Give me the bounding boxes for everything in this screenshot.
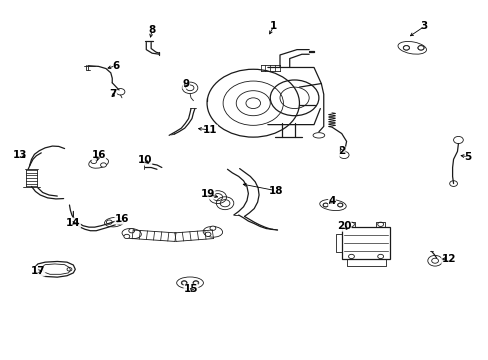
Ellipse shape <box>176 277 203 289</box>
Ellipse shape <box>89 157 108 168</box>
Text: 13: 13 <box>13 150 27 160</box>
Text: 9: 9 <box>182 78 189 89</box>
Circle shape <box>204 232 210 237</box>
Circle shape <box>106 220 112 224</box>
Ellipse shape <box>319 199 346 211</box>
Ellipse shape <box>203 226 222 237</box>
Ellipse shape <box>122 229 141 239</box>
Text: 20: 20 <box>336 221 351 231</box>
Circle shape <box>116 220 122 224</box>
Text: 4: 4 <box>327 197 335 206</box>
Circle shape <box>417 46 423 50</box>
Ellipse shape <box>397 41 426 54</box>
Text: 16: 16 <box>115 214 129 224</box>
Circle shape <box>403 46 408 50</box>
Circle shape <box>209 226 215 230</box>
Ellipse shape <box>104 217 123 227</box>
Ellipse shape <box>337 203 342 207</box>
Ellipse shape <box>323 203 328 207</box>
Ellipse shape <box>193 281 199 285</box>
Text: 2: 2 <box>337 147 345 157</box>
Circle shape <box>101 163 106 167</box>
Text: 19: 19 <box>201 189 215 199</box>
Circle shape <box>123 234 129 239</box>
Circle shape <box>91 159 97 163</box>
Text: 12: 12 <box>441 253 455 264</box>
Text: 18: 18 <box>268 186 283 196</box>
Circle shape <box>323 203 327 207</box>
Text: 1: 1 <box>269 21 277 31</box>
Text: 5: 5 <box>464 152 471 162</box>
Text: 7: 7 <box>109 89 117 99</box>
Text: 14: 14 <box>66 218 81 228</box>
Circle shape <box>193 281 198 285</box>
Text: 15: 15 <box>183 284 198 294</box>
Circle shape <box>337 203 342 207</box>
Text: 16: 16 <box>91 150 106 160</box>
Text: 11: 11 <box>203 125 217 135</box>
Ellipse shape <box>403 45 409 50</box>
Ellipse shape <box>181 281 187 285</box>
Circle shape <box>182 281 186 285</box>
Text: 6: 6 <box>112 61 119 71</box>
Text: 10: 10 <box>137 156 152 165</box>
Circle shape <box>128 229 134 233</box>
Text: 8: 8 <box>148 25 155 35</box>
Text: 3: 3 <box>420 21 427 31</box>
Text: 17: 17 <box>30 266 45 276</box>
Ellipse shape <box>417 45 423 50</box>
